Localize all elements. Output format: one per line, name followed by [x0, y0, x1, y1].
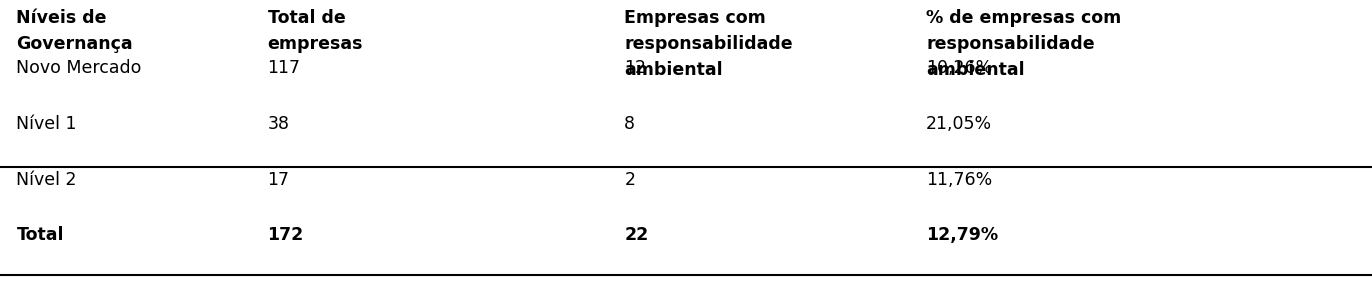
- Text: 172: 172: [268, 226, 303, 244]
- Text: 12: 12: [624, 59, 646, 78]
- Text: % de empresas com
responsabilidade
ambiental: % de empresas com responsabilidade ambie…: [926, 9, 1121, 79]
- Text: Nível 1: Nível 1: [16, 115, 77, 133]
- Text: 38: 38: [268, 115, 289, 133]
- Text: Novo Mercado: Novo Mercado: [16, 59, 141, 78]
- Text: 11,76%: 11,76%: [926, 170, 992, 189]
- Text: 22: 22: [624, 226, 649, 244]
- Text: Total de
empresas: Total de empresas: [268, 9, 364, 53]
- Text: 117: 117: [268, 59, 300, 78]
- Text: Nível 2: Nível 2: [16, 170, 77, 189]
- Text: 17: 17: [268, 170, 289, 189]
- Text: 2: 2: [624, 170, 635, 189]
- Text: Níveis de
Governança: Níveis de Governança: [16, 9, 133, 53]
- Text: 12,79%: 12,79%: [926, 226, 999, 244]
- Text: 8: 8: [624, 115, 635, 133]
- Text: Total: Total: [16, 226, 64, 244]
- Text: Empresas com
responsabilidade
ambiental: Empresas com responsabilidade ambiental: [624, 9, 793, 79]
- Text: 10,26%: 10,26%: [926, 59, 992, 78]
- Text: 21,05%: 21,05%: [926, 115, 992, 133]
